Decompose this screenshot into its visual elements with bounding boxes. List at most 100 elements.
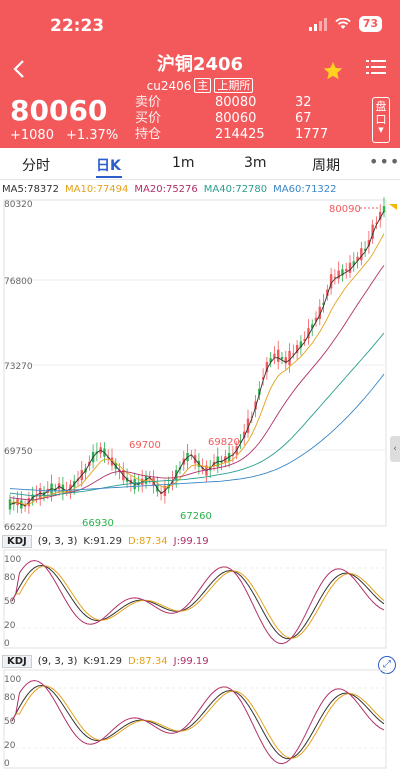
kdj-k-line	[11, 564, 385, 640]
star-icon	[323, 61, 343, 80]
kdj-axis-50: 50	[4, 597, 16, 607]
ma-line-ma60	[9, 373, 385, 492]
tab-daily-k[interactable]: 日K	[96, 158, 121, 174]
candle-body	[250, 416, 253, 418]
kdj-k-value: K:91.29	[83, 536, 122, 547]
order-book-label: 盘口	[375, 100, 387, 126]
ma-line-ma10	[10, 233, 385, 505]
candle-body	[273, 353, 276, 358]
quote-row-bid: 买价 80060 67	[135, 111, 335, 127]
period-tabs: 分时 日K 1m 3m 周期 •••	[0, 148, 400, 180]
kdj-k-value: K:91.29	[83, 656, 122, 667]
kdj-j-line	[11, 680, 385, 765]
quote-label: 持仓	[135, 127, 162, 142]
more-button[interactable]: •••	[369, 152, 400, 171]
candle-body	[246, 418, 250, 433]
quote-volume: 1777	[295, 127, 329, 142]
contract-code: cu2406	[146, 78, 192, 93]
annotation-last: 80090	[329, 204, 361, 215]
ma-line-ma40	[9, 332, 385, 497]
menu-button[interactable]	[366, 58, 386, 81]
favorite-star-button[interactable]	[322, 60, 344, 88]
annotation-high-2: 69820	[208, 437, 240, 448]
price-axis-4: 69750	[4, 447, 33, 457]
ma-legend: MA5:78372 MA10:77494 MA20:75276 MA40:727…	[2, 184, 337, 195]
candlestick-chart[interactable]: 80320 76800 73270 69750 66220 69700 6982…	[0, 196, 400, 530]
status-icons: 73	[308, 16, 382, 32]
indicator-select-2[interactable]: KDJ	[2, 655, 32, 668]
candle-body	[261, 377, 265, 380]
price-change: +1080	[10, 128, 54, 143]
candle-body	[292, 353, 295, 355]
annotation-low-2: 67260	[180, 511, 212, 522]
page-title: 沪铜2406	[156, 54, 244, 75]
candle-body	[360, 248, 363, 261]
quote-volume: 67	[295, 111, 312, 126]
indicator-header-2: KDJ (9, 3, 3) K:91.29 D:87.34 J:99.19	[2, 655, 209, 668]
kdj-d-value: D:87.34	[127, 536, 168, 547]
tab-3m[interactable]: 3m	[244, 155, 267, 171]
kdj-j-value: J:99.19	[173, 656, 209, 667]
kdj-j-value: J:99.19	[173, 536, 209, 547]
quote-row-oi: 持仓 214425 1777	[135, 127, 335, 143]
quote-row-ask: 卖价 80080 32	[135, 95, 335, 111]
quote-volume: 32	[295, 95, 312, 110]
candle-body	[254, 401, 257, 410]
price-axis-top: 80320	[4, 200, 33, 210]
candle-body	[295, 344, 299, 354]
candle-body	[318, 306, 321, 320]
back-button[interactable]	[12, 58, 26, 84]
kdj-d-value: D:87.34	[127, 656, 168, 667]
candle-body	[356, 256, 359, 261]
wifi-icon	[335, 18, 351, 29]
candle-body	[337, 270, 340, 279]
kdj-d-line	[11, 685, 385, 759]
signal-icon	[308, 17, 327, 31]
kdj-axis-20: 20	[4, 621, 16, 631]
candle-body	[243, 431, 246, 438]
price-axis-3: 73270	[4, 362, 33, 372]
tab-period[interactable]: 周期	[312, 158, 340, 174]
candle-body	[345, 269, 348, 272]
kdj-j-line	[11, 560, 385, 645]
kdj-chart-2[interactable]: 100 80 50 20 0	[0, 668, 400, 770]
contract-subtitle: cu2406 主 上期所	[0, 78, 400, 93]
ma60-label: MA60:71322	[273, 184, 337, 195]
candle-body	[311, 324, 314, 329]
quote-header: 22:23 73 沪铜2406 cu2406 主 上期所	[0, 0, 400, 148]
fullscreen-expand-icon[interactable]: ⤢	[378, 656, 396, 674]
candle-body	[314, 317, 318, 322]
candle-body	[367, 239, 371, 247]
candle-body	[371, 224, 374, 239]
candle-body	[333, 276, 337, 278]
price-change-pct: +1.37%	[65, 128, 119, 143]
battery-icon: 73	[358, 16, 382, 32]
tab-intraday[interactable]: 分时	[22, 158, 50, 174]
side-drawer-handle[interactable]: ‹	[390, 436, 400, 462]
candle-body	[322, 302, 325, 305]
last-price: 80060	[10, 94, 108, 127]
ma40-label: MA40:72780	[203, 184, 268, 195]
order-book-button[interactable]: 盘口 ▼	[372, 97, 390, 143]
kdj-chart-1[interactable]: 100 80 50 20 0	[0, 548, 400, 650]
indicator-select-1[interactable]: KDJ	[2, 535, 32, 548]
price-change-row: +1080 +1.37%	[10, 128, 118, 143]
chevron-left-icon	[13, 60, 24, 78]
ma10-label: MA10:77494	[65, 184, 129, 195]
candle-body	[348, 262, 352, 273]
price-axis-bottom: 66220	[4, 523, 33, 530]
candle-body	[239, 440, 242, 443]
candle-body	[326, 289, 329, 296]
candle-body	[284, 357, 287, 364]
indicator-params: (9, 3, 3)	[37, 536, 78, 547]
candle-body	[265, 361, 269, 373]
tab-1m[interactable]: 1m	[172, 155, 195, 171]
candle-body	[288, 350, 291, 366]
quote-label: 卖价	[135, 95, 162, 110]
kdj-axis-80: 80	[4, 693, 16, 703]
candle-body	[379, 211, 382, 221]
quote-value: 80080	[215, 95, 257, 110]
candle-body	[352, 261, 355, 266]
candle-body	[375, 222, 378, 224]
candle-body	[382, 206, 386, 213]
